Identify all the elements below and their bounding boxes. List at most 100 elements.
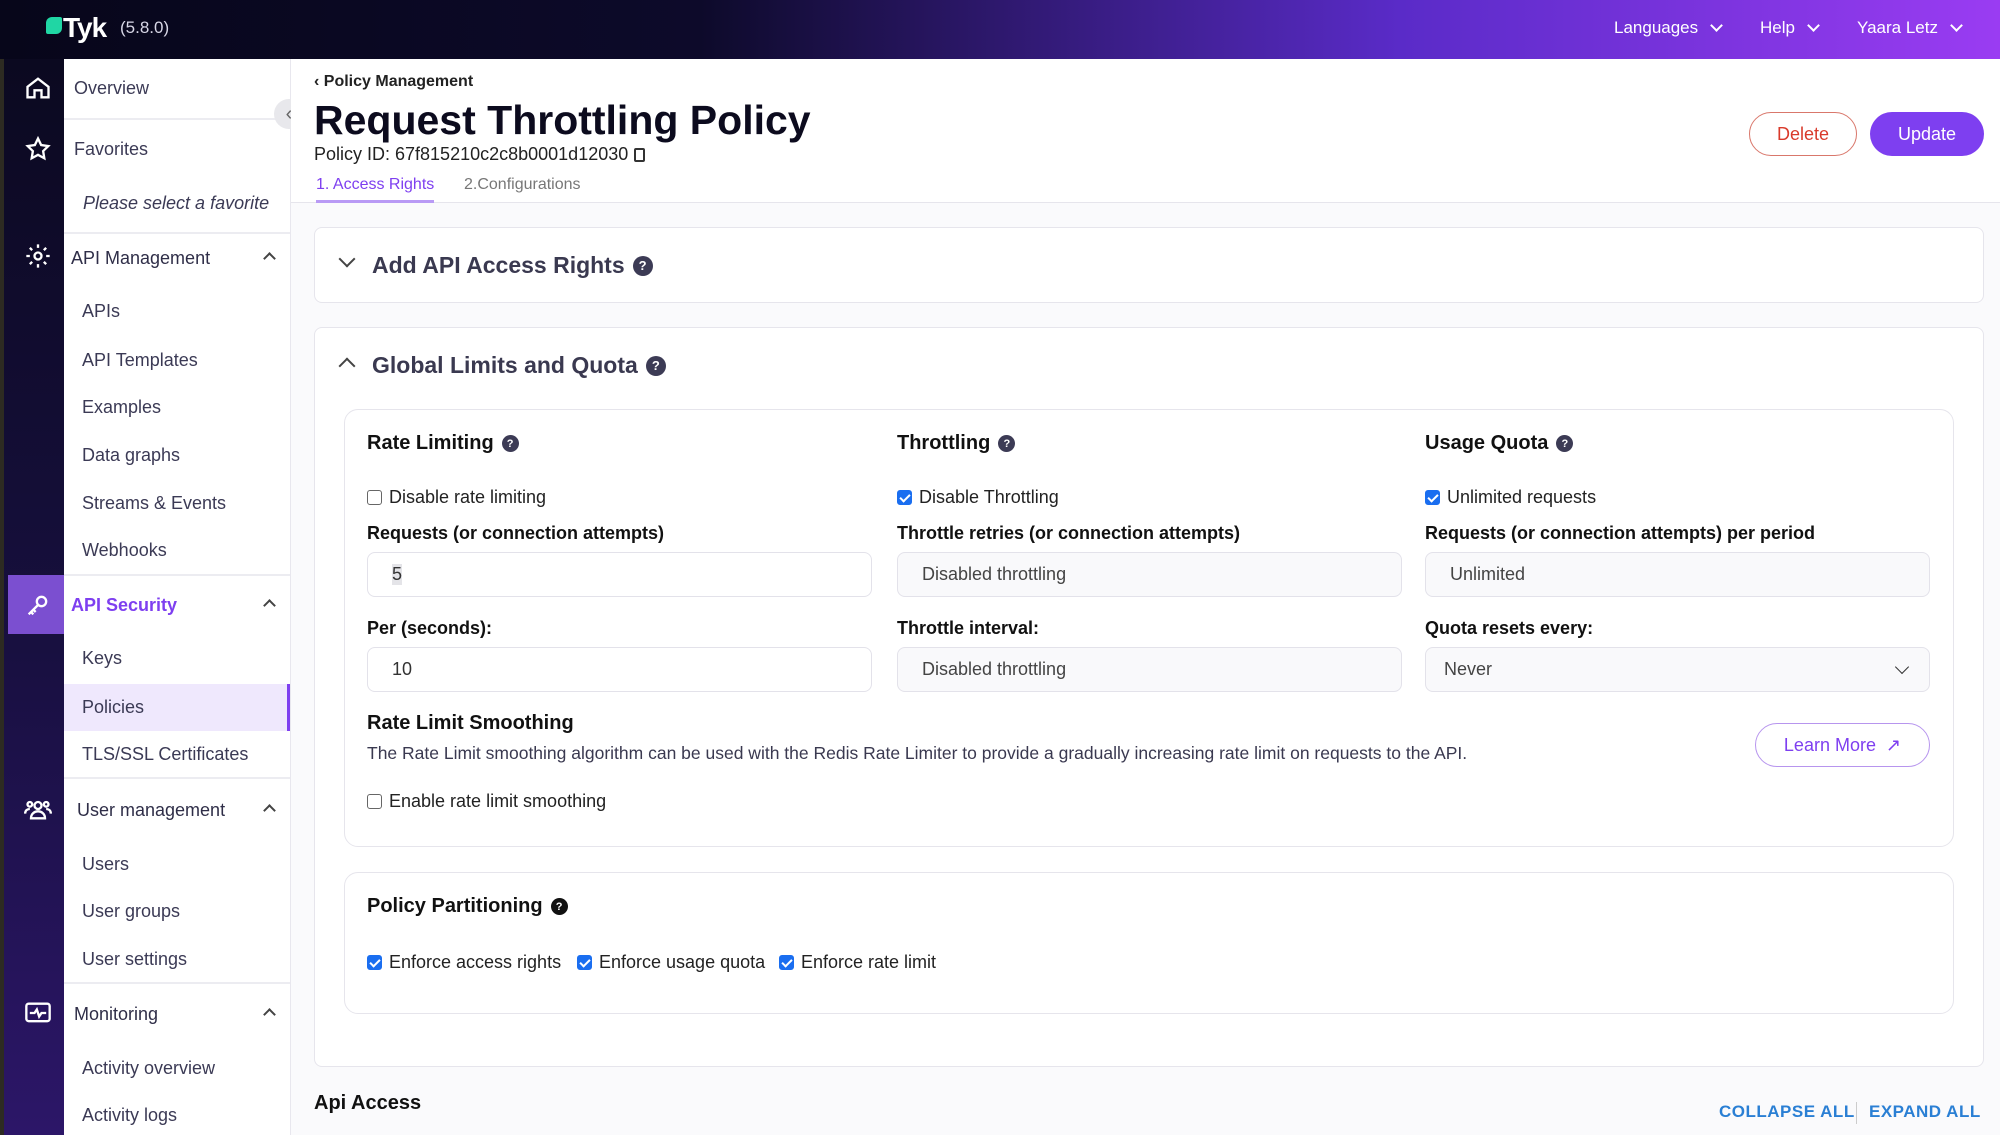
languages-menu[interactable]: Languages [1614,18,1724,38]
throttle-retries-input[interactable]: Disabled throttling [897,552,1402,597]
breadcrumb[interactable]: ‹ Policy Management [314,73,474,90]
smoothing-description: The Rate Limit smoothing algorithm can b… [367,743,1468,763]
sidebar-item-tls-ssl[interactable]: TLS/SSL Certificates [82,744,249,764]
divider [64,982,290,984]
sidebar-item-favorites[interactable]: Favorites [74,139,149,159]
checkbox-icon[interactable] [779,955,794,970]
disable-throttling-checkbox[interactable]: Disable Throttling [897,487,1059,508]
section-label: API Security [71,595,178,615]
throttling-title: Throttling [897,432,991,454]
sidebar-item-apis[interactable]: APIs [82,301,121,321]
chevron-up-icon [263,252,276,265]
help-icon[interactable]: ? [1556,435,1574,452]
key-icon[interactable] [8,575,68,634]
sidebar-item-webhooks[interactable]: Webhooks [82,540,167,560]
user-name: Yaara Letz [1857,18,1938,37]
page-title: Request Throttling Policy [314,97,811,143]
partitioning-title: Policy Partitioning [367,895,543,917]
checkbox-icon[interactable] [367,490,382,505]
page-header [291,59,2000,203]
requests-value: 5 [392,564,403,585]
collapse-all-button[interactable]: COLLAPSE ALL [1719,1102,1855,1121]
sidebar-item-users[interactable]: Users [82,854,130,874]
help-label: Help [1760,18,1795,37]
global-limits-heading[interactable]: Global Limits and Quota? [372,352,666,379]
help-icon[interactable]: ? [550,898,568,915]
sidebar-section-monitoring[interactable]: Monitoring [64,1004,290,1025]
home-icon[interactable] [8,66,68,110]
sidebar-item-policies[interactable]: Policies [64,684,290,731]
monitor-icon[interactable] [8,991,68,1035]
divider [1856,1102,1857,1124]
sidebar-item-user-groups[interactable]: User groups [82,901,181,921]
sidebar-section-api-management[interactable]: API Management [64,248,290,269]
quota-requests-label: Requests (or connection attempts) per pe… [1425,523,1816,543]
version: (5.8.0) [120,18,170,37]
checkbox-icon[interactable] [577,955,592,970]
chevron-left-icon: ‹ [285,102,293,125]
enforce-rate-limit-checkbox[interactable]: Enforce rate limit [779,952,936,973]
help-menu[interactable]: Help [1760,18,1820,38]
access-rights-title: Add API Access Rights [372,252,625,278]
checkbox-label: Disable rate limiting [389,487,547,507]
checkbox-label: Disable Throttling [919,487,1059,507]
update-button[interactable]: Update [1870,112,1984,156]
chevron-down-icon[interactable] [338,250,356,268]
tab-configurations[interactable]: 2.Configurations [464,176,581,193]
unlimited-requests-checkbox[interactable]: Unlimited requests [1425,487,1596,508]
enforce-usage-quota-checkbox[interactable]: Enforce usage quota [577,952,765,973]
sidebar-section-user-management[interactable]: User management [64,800,290,821]
usage-quota-heading: Usage Quota? [1425,432,1574,455]
quota-reset-select[interactable]: Never [1425,647,1930,692]
sidebar-item-data-graphs[interactable]: Data graphs [82,445,181,465]
sidebar-item-examples[interactable]: Examples [82,397,162,417]
enforce-access-rights-checkbox[interactable]: Enforce access rights [367,952,561,973]
chevron-up-icon[interactable] [338,357,356,375]
quota-requests-input[interactable]: Unlimited [1425,552,1930,597]
usage-quota-title: Usage Quota [1425,432,1549,454]
checkbox-icon[interactable] [1425,490,1440,505]
sidebar-item-activity-overview[interactable]: Activity overview [82,1058,216,1078]
help-icon[interactable]: ? [645,355,666,376]
sidebar-item-overview[interactable]: Overview [74,78,150,98]
checkbox-icon[interactable] [897,490,912,505]
delete-button[interactable]: Delete [1749,112,1857,156]
sidebar-item-streams-events[interactable]: Streams & Events [82,493,227,513]
enable-smoothing-checkbox[interactable]: Enable rate limit smoothing [367,791,606,812]
star-icon[interactable] [8,127,68,171]
per-seconds-input[interactable]: 10 [367,647,872,692]
chevron-down-icon [1950,18,1963,32]
icon-rail [0,59,68,1135]
throttle-interval-input[interactable]: Disabled throttling [897,647,1402,692]
logo[interactable]: Tyk [63,12,107,43]
help-icon[interactable]: ? [501,435,519,452]
expand-all-button[interactable]: EXPAND ALL [1869,1102,1981,1121]
sidebar-item-keys[interactable]: Keys [82,648,123,668]
requests-input[interactable]: 5 [367,552,872,597]
sidebar-section-api-security[interactable]: API Security [64,595,290,616]
chevron-up-icon [263,599,276,612]
gear-icon[interactable] [8,234,68,278]
sidebar-item-user-settings[interactable]: User settings [82,949,188,969]
help-icon[interactable]: ? [632,255,653,276]
api-access-heading: Api Access [314,1092,422,1114]
access-rights-heading[interactable]: Add API Access Rights? [372,252,653,279]
copy-icon[interactable] [634,147,646,162]
rate-limiting-title: Rate Limiting [367,432,494,454]
user-menu[interactable]: Yaara Letz [1857,18,1963,38]
checkbox-label: Unlimited requests [1447,487,1597,507]
disable-rate-limiting-checkbox[interactable]: Disable rate limiting [367,487,546,508]
checkbox-icon[interactable] [367,794,382,809]
tab-access-rights[interactable]: 1. Access Rights [316,176,435,203]
learn-more-button[interactable]: Learn More ↗ [1755,723,1930,767]
chevron-down-icon [1807,18,1820,32]
checkbox-icon[interactable] [367,955,382,970]
access-rights-card: Add API Access Rights? [314,227,1984,303]
section-label: User management [77,800,226,820]
help-icon[interactable]: ? [998,435,1016,452]
sidebar-item-activity-logs[interactable]: Activity logs [82,1105,178,1125]
checkbox-label: Enable rate limit smoothing [389,791,607,811]
users-icon[interactable] [8,787,68,831]
partitioning-heading: Policy Partitioning? [367,895,568,918]
sidebar-item-api-templates[interactable]: API Templates [82,350,198,370]
